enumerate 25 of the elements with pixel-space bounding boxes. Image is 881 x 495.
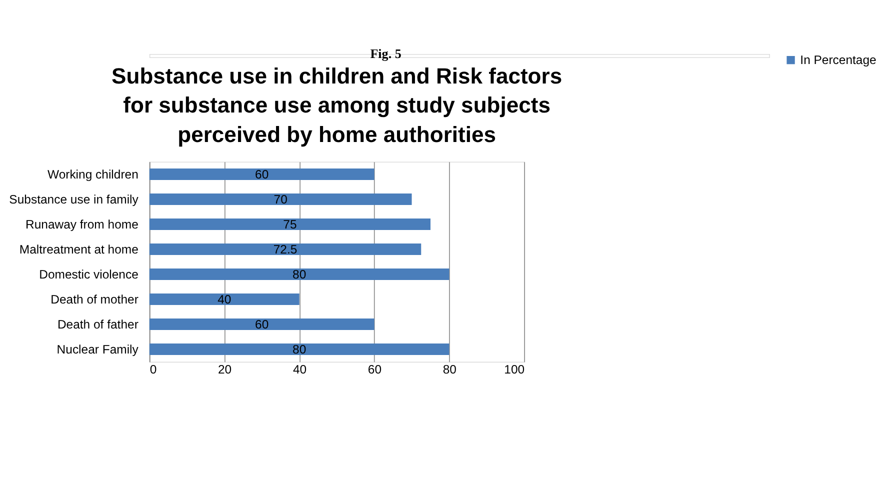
caption: Fig. 5 — [370, 46, 402, 62]
legend-label: In Percentage — [800, 53, 877, 68]
chart-title: Substance use in children and Risk factors for substance use among study subjects perceived by home authorities — [112, 63, 562, 148]
y-tick-label: Domestic violence — [39, 267, 139, 282]
data-label: 72.5 — [273, 242, 298, 256]
data-label: 70 — [274, 192, 288, 206]
x-tick-label: 60 — [368, 362, 382, 377]
y-tick-label: Death of father — [57, 317, 138, 332]
x-tick-label: 80 — [442, 362, 457, 377]
y-tick-label: Working children — [47, 167, 139, 182]
data-label: 80 — [292, 342, 306, 356]
x-tick-label: 0 — [150, 362, 157, 377]
y-tick-label: Nuclear Family — [56, 342, 140, 356]
data-label: 60 — [255, 317, 269, 332]
data-label: 75 — [283, 217, 297, 232]
data-label: 60 — [255, 167, 269, 182]
data-label: 80 — [292, 267, 306, 282]
x-tick-label: 40 — [292, 362, 307, 377]
y-tick-label: Maltreatment at home — [19, 242, 139, 256]
y-tick-label: Substance use in family — [9, 192, 140, 206]
y-tick-label: Runaway from home — [26, 217, 139, 232]
y-tick-label: Death of mother — [50, 292, 138, 306]
x-tick-label: 20 — [218, 362, 232, 377]
x-tick-label: 100 — [504, 362, 525, 377]
data-label: 40 — [218, 292, 232, 306]
